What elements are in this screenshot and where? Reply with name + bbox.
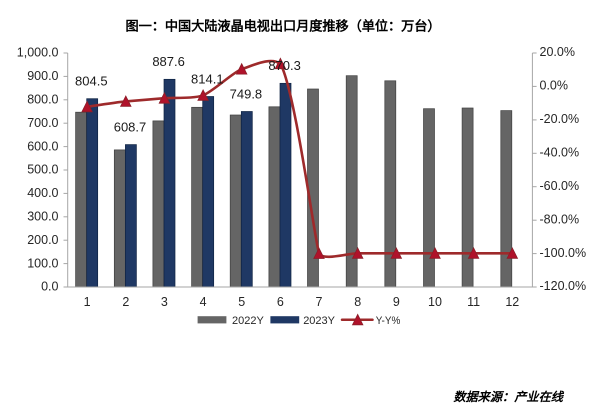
svg-text:10: 10 xyxy=(428,295,442,309)
svg-text:600.0: 600.0 xyxy=(27,139,58,153)
svg-text:-60.0%: -60.0% xyxy=(540,179,580,193)
svg-text:814.1: 814.1 xyxy=(191,71,224,86)
svg-text:图一：中国大陆液晶电视出口月度推移（单位：万台）: 图一：中国大陆液晶电视出口月度推移（单位：万台） xyxy=(126,18,441,34)
svg-text:700.0: 700.0 xyxy=(27,116,58,130)
svg-text:12: 12 xyxy=(505,295,519,309)
svg-text:-120.0%: -120.0% xyxy=(540,279,587,293)
svg-text:4: 4 xyxy=(200,295,207,309)
svg-text:数据来源：产业在线: 数据来源：产业在线 xyxy=(453,390,564,404)
svg-text:1,000.0: 1,000.0 xyxy=(17,46,59,60)
svg-text:900.0: 900.0 xyxy=(27,69,58,83)
svg-text:400.0: 400.0 xyxy=(27,186,58,200)
svg-text:-20.0%: -20.0% xyxy=(540,112,580,126)
svg-text:870.3: 870.3 xyxy=(268,58,301,73)
svg-text:500.0: 500.0 xyxy=(27,163,58,177)
svg-text:7: 7 xyxy=(316,295,323,309)
svg-text:749.8: 749.8 xyxy=(230,86,263,101)
svg-text:-100.0%: -100.0% xyxy=(540,246,587,260)
svg-text:800.0: 800.0 xyxy=(27,93,58,107)
svg-text:8: 8 xyxy=(354,295,361,309)
svg-text:100.0: 100.0 xyxy=(27,256,58,270)
svg-text:2: 2 xyxy=(122,295,129,309)
svg-text:1: 1 xyxy=(84,295,91,309)
svg-text:5: 5 xyxy=(238,295,245,309)
svg-text:3: 3 xyxy=(161,295,168,309)
svg-text:9: 9 xyxy=(393,295,400,309)
svg-text:2023Y: 2023Y xyxy=(303,315,335,327)
svg-text:2022Y: 2022Y xyxy=(232,315,264,327)
svg-text:200.0: 200.0 xyxy=(27,233,58,247)
svg-text:608.7: 608.7 xyxy=(114,119,147,134)
svg-text:0.0: 0.0 xyxy=(41,280,58,294)
svg-text:11: 11 xyxy=(467,295,480,309)
svg-text:887.6: 887.6 xyxy=(152,54,185,69)
svg-text:0.0%: 0.0% xyxy=(540,79,569,93)
svg-text:20.0%: 20.0% xyxy=(540,45,575,59)
svg-text:804.5: 804.5 xyxy=(75,74,108,89)
svg-text:-80.0%: -80.0% xyxy=(540,212,580,226)
svg-text:6: 6 xyxy=(277,295,284,309)
svg-text:Y-Y%: Y-Y% xyxy=(376,315,401,327)
svg-text:-40.0%: -40.0% xyxy=(540,146,580,160)
svg-text:300.0: 300.0 xyxy=(27,210,58,224)
